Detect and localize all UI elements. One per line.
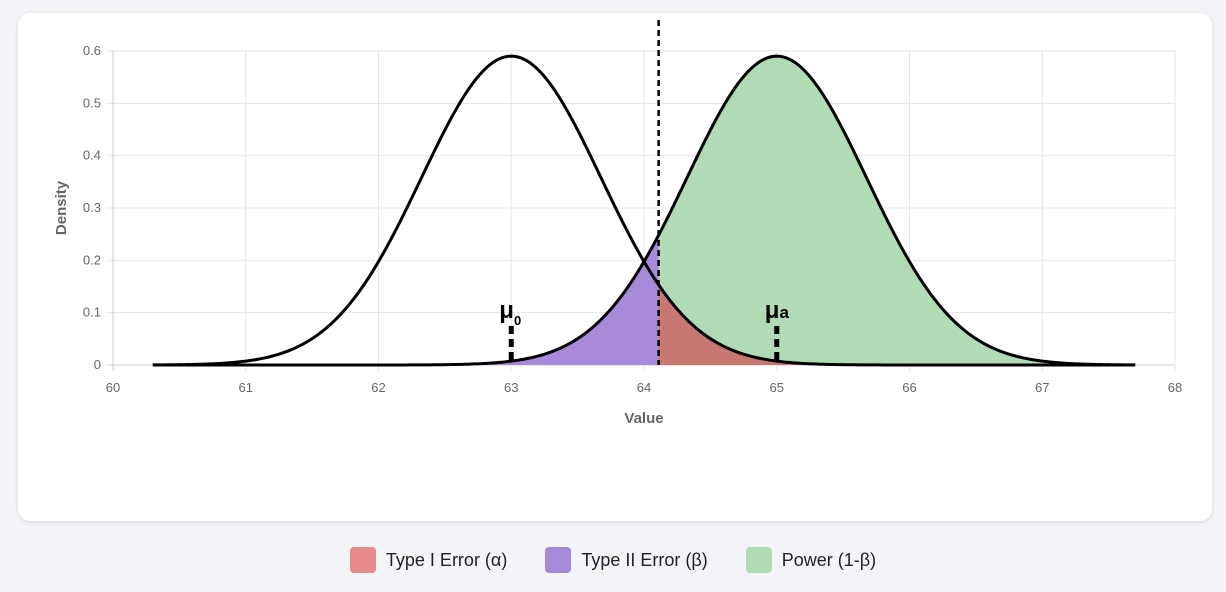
x-tick-label: 61 [239,380,253,395]
power-analysis-chart: 0 0.1 0.2 0.3 0.4 0.5 0.6 60 61 62 63 64 65 66 67 68 Val… [53,20,1182,427]
y-tick-label: 0.4 [83,148,101,163]
null-mean-label: μ0 [499,297,521,328]
y-tick-label: 0.2 [83,252,101,267]
x-tick-label: 63 [504,380,518,395]
type2-error-area [152,235,659,365]
legend-label-type1: Type I Error (α) [385,549,508,570]
alt-mean-label: μa [765,297,790,324]
y-tick-label: 0.3 [83,200,101,215]
legend-swatch-type2 [545,547,572,573]
legend-item-power[interactable]: Power (1-β) [745,547,877,573]
x-tick-label: 68 [1168,380,1182,395]
legend-label-power: Power (1-β) [781,549,877,570]
y-axis-title: Density [53,180,70,235]
chart-card [18,13,1212,521]
power-area [658,56,1136,366]
x-tick-label: 66 [902,380,916,395]
legend-label-type2: Type II Error (β) [581,549,708,570]
x-axis-title: Value [624,410,663,427]
legend-item-type2[interactable]: Type II Error (β) [545,547,708,573]
y-tick-label: 0.6 [83,43,101,58]
null-mean-subscript: 0 [514,313,521,328]
y-tick-label: 0.5 [83,95,101,110]
x-tick-label: 67 [1035,380,1049,395]
legend-swatch-power [745,547,772,573]
x-tick-label: 65 [770,380,784,395]
alt-mean-subscript: a [779,303,789,322]
y-tick-label: 0.1 [83,305,101,320]
x-tick-label: 62 [371,380,385,395]
y-tick-label: 0 [94,357,101,372]
legend-swatch-type1 [349,547,376,573]
x-tick-label: 64 [637,380,651,395]
alternative-distribution-curve [152,54,1136,367]
type1-error-area [658,284,1136,365]
legend: Type I Error (α) Type II Error (β) Power… [0,547,1226,573]
x-tick-label: 60 [106,380,120,395]
legend-item-type1[interactable]: Type I Error (α) [349,547,508,573]
